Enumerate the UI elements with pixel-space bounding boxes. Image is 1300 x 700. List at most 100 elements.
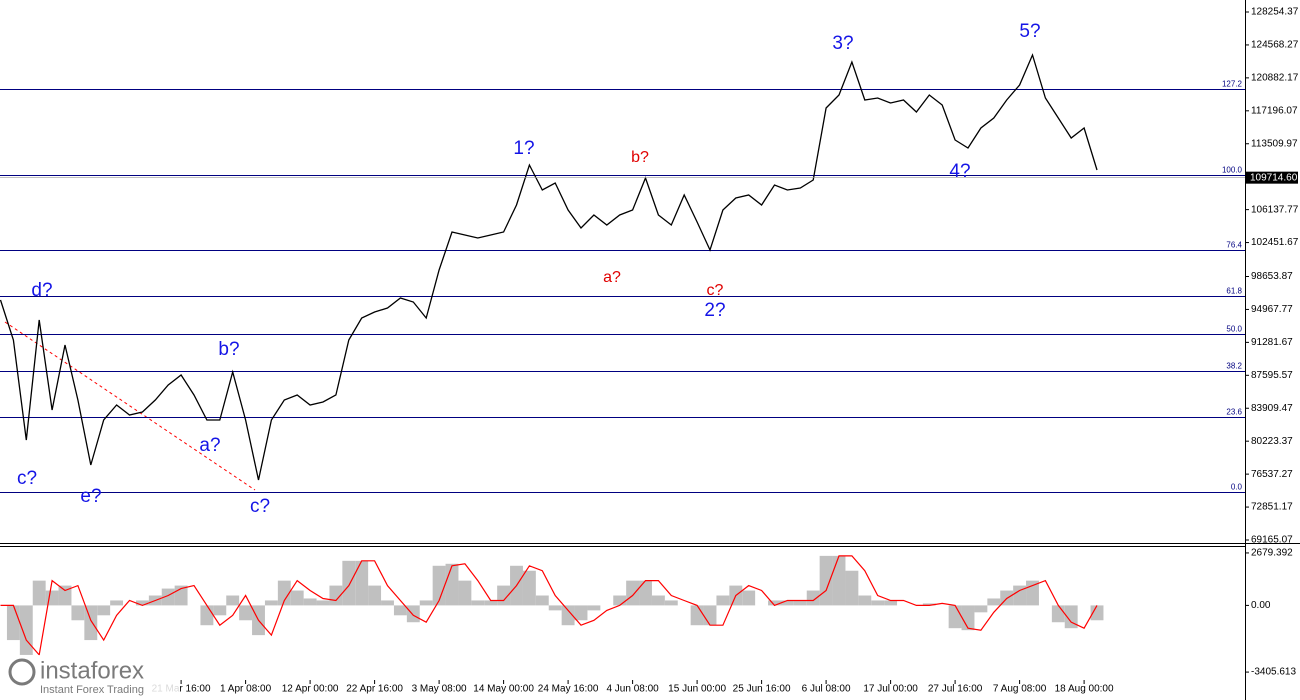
wave-label: 4?	[949, 161, 970, 182]
histogram-bar	[458, 580, 472, 606]
fib-level-label: 100.0	[1222, 166, 1243, 175]
wave-label: 2?	[704, 300, 725, 321]
x-tick-label: 6 Jul 08:00	[802, 684, 851, 695]
y-tick-label: 124568.27	[1251, 40, 1299, 51]
histogram-bar	[961, 605, 975, 631]
wave-label: c?	[17, 468, 37, 489]
y-tick-label: 76537.27	[1251, 469, 1293, 480]
x-tick-label: 21 Mar 16:00	[152, 684, 211, 695]
histogram-bar	[613, 595, 627, 606]
histogram-bar	[445, 563, 459, 606]
x-tick-label: 7 Aug 08:00	[993, 684, 1047, 695]
histogram-bar	[871, 600, 885, 606]
histogram-bar	[806, 590, 820, 606]
histogram-bar	[690, 605, 704, 626]
current-price-label: 109714.60	[1250, 172, 1298, 183]
y-tick-label: 113509.97	[1251, 138, 1298, 149]
histogram-bar	[355, 560, 369, 606]
histogram-bar	[432, 565, 446, 606]
histogram-bar	[664, 600, 678, 606]
price-line	[0, 53, 1098, 481]
histogram-bar	[561, 605, 575, 626]
histogram-bar	[626, 580, 640, 606]
histogram-bar	[32, 580, 46, 606]
histogram-bar	[303, 598, 317, 606]
histogram-bar	[277, 580, 291, 606]
histogram-bar	[768, 600, 781, 606]
wave-label: e?	[80, 486, 101, 507]
histogram-bar	[342, 560, 356, 606]
histogram-bar	[19, 605, 33, 655]
x-tick-label: 1 Apr 08:00	[220, 684, 272, 695]
y-tick-label: 120882.17	[1251, 73, 1299, 84]
wave-label: a?	[199, 435, 220, 456]
wave-label: c?	[250, 496, 270, 517]
wave-label: a?	[603, 269, 621, 286]
histogram-bar	[239, 605, 253, 621]
histogram-bar	[922, 603, 936, 606]
histogram-bar	[884, 600, 898, 606]
histogram-bar	[1013, 585, 1027, 606]
histogram-bar	[419, 600, 433, 606]
y-tick-label: 117196.07	[1251, 105, 1298, 116]
histogram-bar	[135, 600, 149, 606]
histogram-bar	[703, 605, 717, 626]
fib-level-label: 127.2	[1222, 80, 1243, 89]
wave-label: 3?	[832, 33, 853, 54]
x-tick-label: 4 Jun 08:00	[606, 684, 659, 695]
wave-label: b?	[631, 149, 649, 166]
logo-icon	[8, 658, 36, 686]
wave-label: 5?	[1019, 21, 1040, 42]
trend-line	[4, 321, 256, 491]
histogram-bar	[639, 580, 652, 606]
y-tick-label: 69165.07	[1251, 535, 1293, 546]
logo-tagline: Instant Forex Trading	[40, 684, 144, 696]
y-tick-label: 102451.67	[1251, 237, 1299, 248]
osc-tick-label: 0.00	[1251, 600, 1271, 611]
histogram-bar	[1064, 605, 1078, 629]
histogram-bar	[987, 598, 1001, 606]
x-tick-label: 24 May 16:00	[538, 684, 599, 695]
histogram-bar	[213, 605, 227, 616]
x-tick-label: 14 May 00:00	[473, 684, 534, 695]
fib-level-label: 61.8	[1226, 287, 1242, 296]
osc-tick-label: -3405.613	[1251, 667, 1296, 678]
histogram-bar	[780, 600, 794, 606]
x-tick-label: 17 Jul 00:00	[863, 684, 918, 695]
wave-label: 1?	[513, 138, 534, 159]
y-tick-label: 94967.77	[1251, 304, 1293, 315]
histogram-bar	[393, 605, 407, 616]
current-price-box	[1246, 171, 1298, 184]
histogram-bar	[97, 605, 111, 616]
histogram-bar	[226, 595, 240, 606]
histogram-bar	[58, 585, 72, 606]
fib-level-label: 38.2	[1226, 362, 1242, 371]
histogram-bar	[264, 600, 278, 606]
histogram-bar	[832, 555, 846, 606]
histogram-bar	[316, 600, 330, 606]
y-tick-label: 128254.37	[1251, 7, 1299, 18]
histogram-bar	[858, 595, 872, 606]
x-tick-label: 15 Jun 00:00	[668, 684, 726, 695]
histogram-bar	[948, 605, 962, 629]
y-tick-label: 106137.77	[1251, 204, 1299, 215]
histogram-bar	[1090, 605, 1104, 621]
wave-label: c?	[707, 282, 724, 299]
fib-level-label: 50.0	[1226, 325, 1242, 334]
signal-line	[0, 555, 1098, 657]
histogram-bar	[484, 600, 498, 606]
x-tick-label: 27 Jul 16:00	[928, 684, 983, 695]
histogram-bar	[71, 605, 85, 621]
histogram-bar	[200, 605, 214, 626]
y-tick-label: 72851.17	[1251, 502, 1293, 513]
histogram-bar	[161, 588, 175, 606]
wave-label: b?	[218, 339, 239, 360]
histogram-bar	[110, 600, 124, 606]
histogram-bar	[84, 605, 98, 641]
histogram-bar	[381, 600, 394, 606]
histogram-bar	[587, 605, 601, 611]
y-tick-label: 87595.57	[1251, 370, 1293, 381]
fib-level-label: 23.6	[1226, 408, 1242, 417]
histogram-bar	[368, 585, 382, 606]
